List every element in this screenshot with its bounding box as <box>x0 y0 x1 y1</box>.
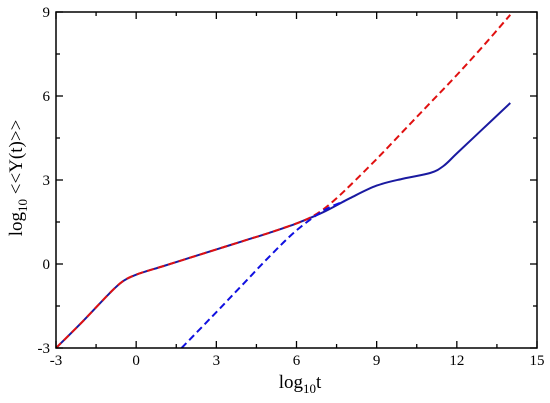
x-axis-label: log10t <box>279 372 322 396</box>
y-tick-label: 6 <box>43 89 51 105</box>
y-tick-label: 3 <box>43 173 51 189</box>
x-tick-label: 15 <box>530 353 545 369</box>
x-tick-label: 12 <box>449 353 464 369</box>
x-tick-label: 6 <box>293 353 301 369</box>
y-axis-label: log10 <<Y(t)>> <box>6 120 30 237</box>
tick-labels: -3 0 3 6 9 12 15 -3 0 3 6 9 <box>38 5 545 369</box>
y-tick-label: -3 <box>38 341 51 357</box>
plot-frame <box>55 11 538 349</box>
series-red-dashed-line <box>56 14 512 348</box>
x-tick-label: -3 <box>50 353 63 369</box>
x-tick-label: 3 <box>213 353 221 369</box>
x-tick-label: 9 <box>373 353 381 369</box>
ticks <box>55 11 538 349</box>
y-tick-label: 0 <box>43 257 51 273</box>
series-blue-dashed-line <box>180 200 346 348</box>
plot-marks <box>56 14 512 348</box>
x-tick-label: 0 <box>132 353 140 369</box>
series-solid-line <box>56 102 511 348</box>
y-tick-label: 9 <box>43 5 51 21</box>
